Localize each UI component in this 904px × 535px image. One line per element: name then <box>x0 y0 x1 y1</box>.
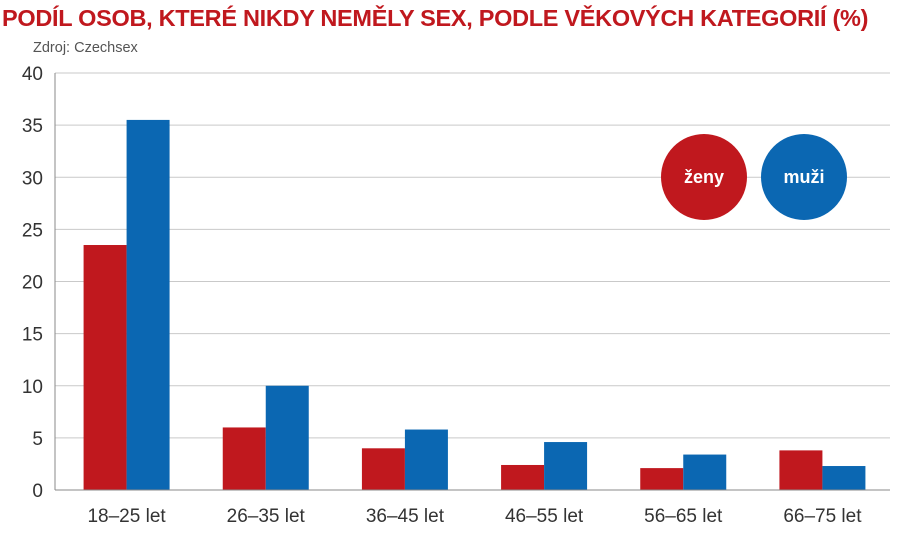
gridlines <box>55 72 890 439</box>
x-category-label: 46–55 let <box>505 506 584 527</box>
y-tick-label: 25 <box>22 220 43 241</box>
bar <box>779 450 823 490</box>
bar <box>265 385 309 490</box>
bar <box>126 119 170 490</box>
y-tick-label: 5 <box>32 429 43 450</box>
bar <box>501 464 545 490</box>
bar <box>361 448 405 490</box>
y-axis: 0 5 10 15 20 25 30 35 40 <box>22 64 56 502</box>
y-tick-label: 15 <box>22 325 43 346</box>
x-category-label: 18–25 let <box>87 506 166 527</box>
y-tick-label: 35 <box>22 116 43 137</box>
bar <box>404 429 448 490</box>
x-category-label: 36–45 let <box>366 506 445 527</box>
y-tick-label: 0 <box>32 481 43 502</box>
chart-title: PODÍL OSOB, KTERÉ NIKDY NEMĚLY SEX, PODL… <box>2 5 869 31</box>
y-tick-label: 10 <box>22 377 43 398</box>
bar <box>640 468 684 490</box>
y-tick-label: 30 <box>22 168 43 189</box>
legend-marker <box>661 134 747 220</box>
bar <box>822 466 866 490</box>
chart-source: Zdroj: Czechsex <box>33 40 138 56</box>
x-category-label: 66–75 let <box>783 506 862 527</box>
legend: ženy muži <box>661 134 847 220</box>
bar <box>222 427 266 490</box>
bars <box>83 119 866 490</box>
y-tick-label: 20 <box>22 273 43 294</box>
x-axis: 18–25 let 26–35 let 36–45 let 46–55 let 56–6… <box>55 489 890 527</box>
legend-marker <box>761 134 847 220</box>
legend-label: muži <box>783 167 824 187</box>
x-category-label: 26–35 let <box>227 506 306 527</box>
bar <box>683 454 727 490</box>
bar <box>544 442 588 490</box>
y-tick-label: 40 <box>22 64 43 85</box>
legend-label: ženy <box>684 167 724 187</box>
x-category-label: 56–65 let <box>644 506 723 527</box>
bar <box>83 245 127 490</box>
